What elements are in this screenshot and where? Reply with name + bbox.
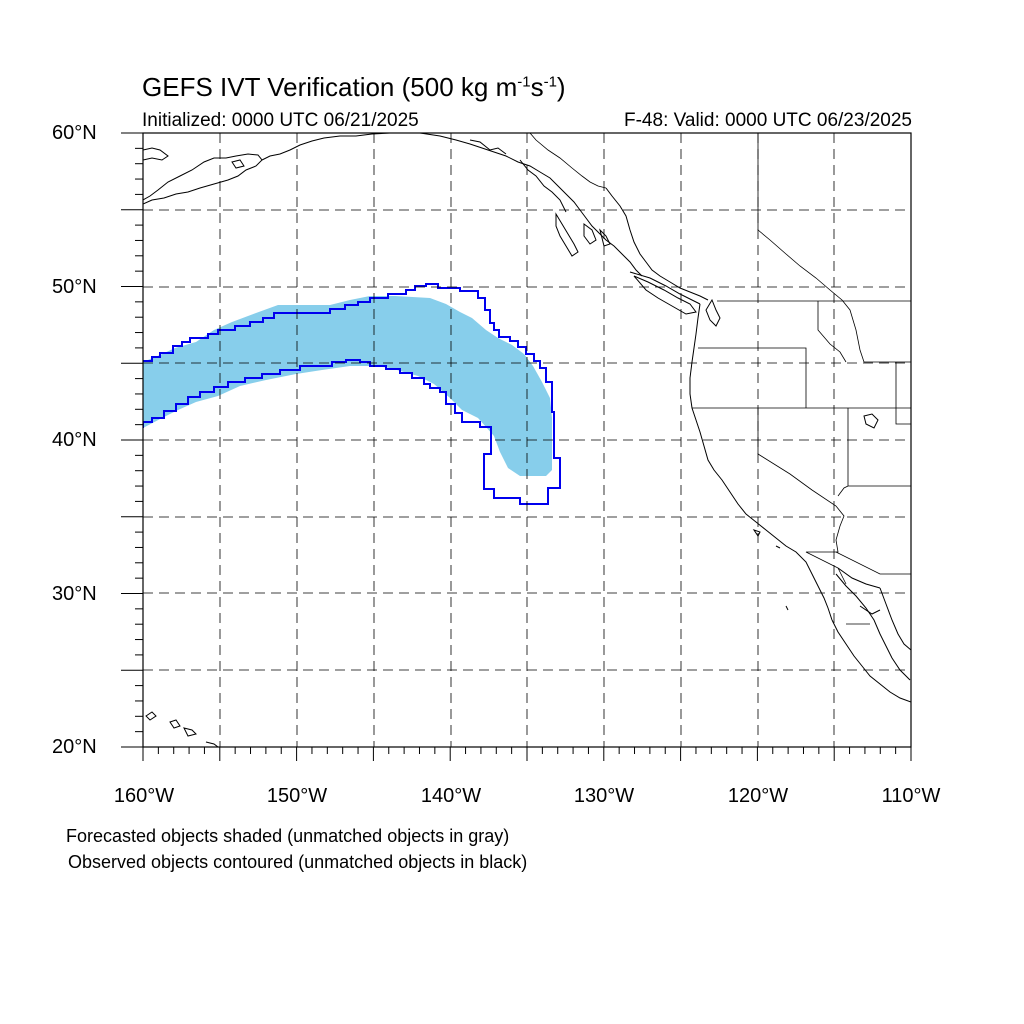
lon-label-150w: 150°W	[266, 785, 328, 807]
lon-label-110w: 110°W	[881, 785, 941, 807]
lat-label-40: 40°N	[52, 429, 97, 451]
lat-label-30: 30°N	[52, 583, 97, 605]
lat-label-20: 20°N	[52, 736, 97, 758]
axis-ticks	[121, 132, 912, 761]
forecast-legend-note: Forecasted objects shaded (unmatched obj…	[66, 826, 510, 846]
chart-title: GEFS IVT Verification (500 kg m-1s-1)	[142, 72, 566, 102]
lon-label-120w: 120°W	[727, 785, 789, 807]
lon-label-160w: 160°W	[113, 785, 175, 807]
grid	[143, 133, 911, 747]
state-boundaries	[529, 133, 911, 625]
lat-label-60: 60°N	[52, 122, 97, 144]
lat-label-50: 50°N	[52, 276, 97, 298]
coastlines	[143, 133, 911, 747]
observed-object-contour	[143, 283, 561, 505]
initialized-time: Initialized: 0000 UTC 06/21/2025	[142, 110, 419, 131]
valid-time: F-48: Valid: 0000 UTC 06/23/2025	[624, 110, 912, 131]
forecast-object	[143, 296, 552, 476]
lon-label-130w: 130°W	[573, 785, 635, 807]
observed-legend-note: Observed objects contoured (unmatched ob…	[68, 852, 528, 872]
lon-label-140w: 140°W	[420, 785, 482, 807]
